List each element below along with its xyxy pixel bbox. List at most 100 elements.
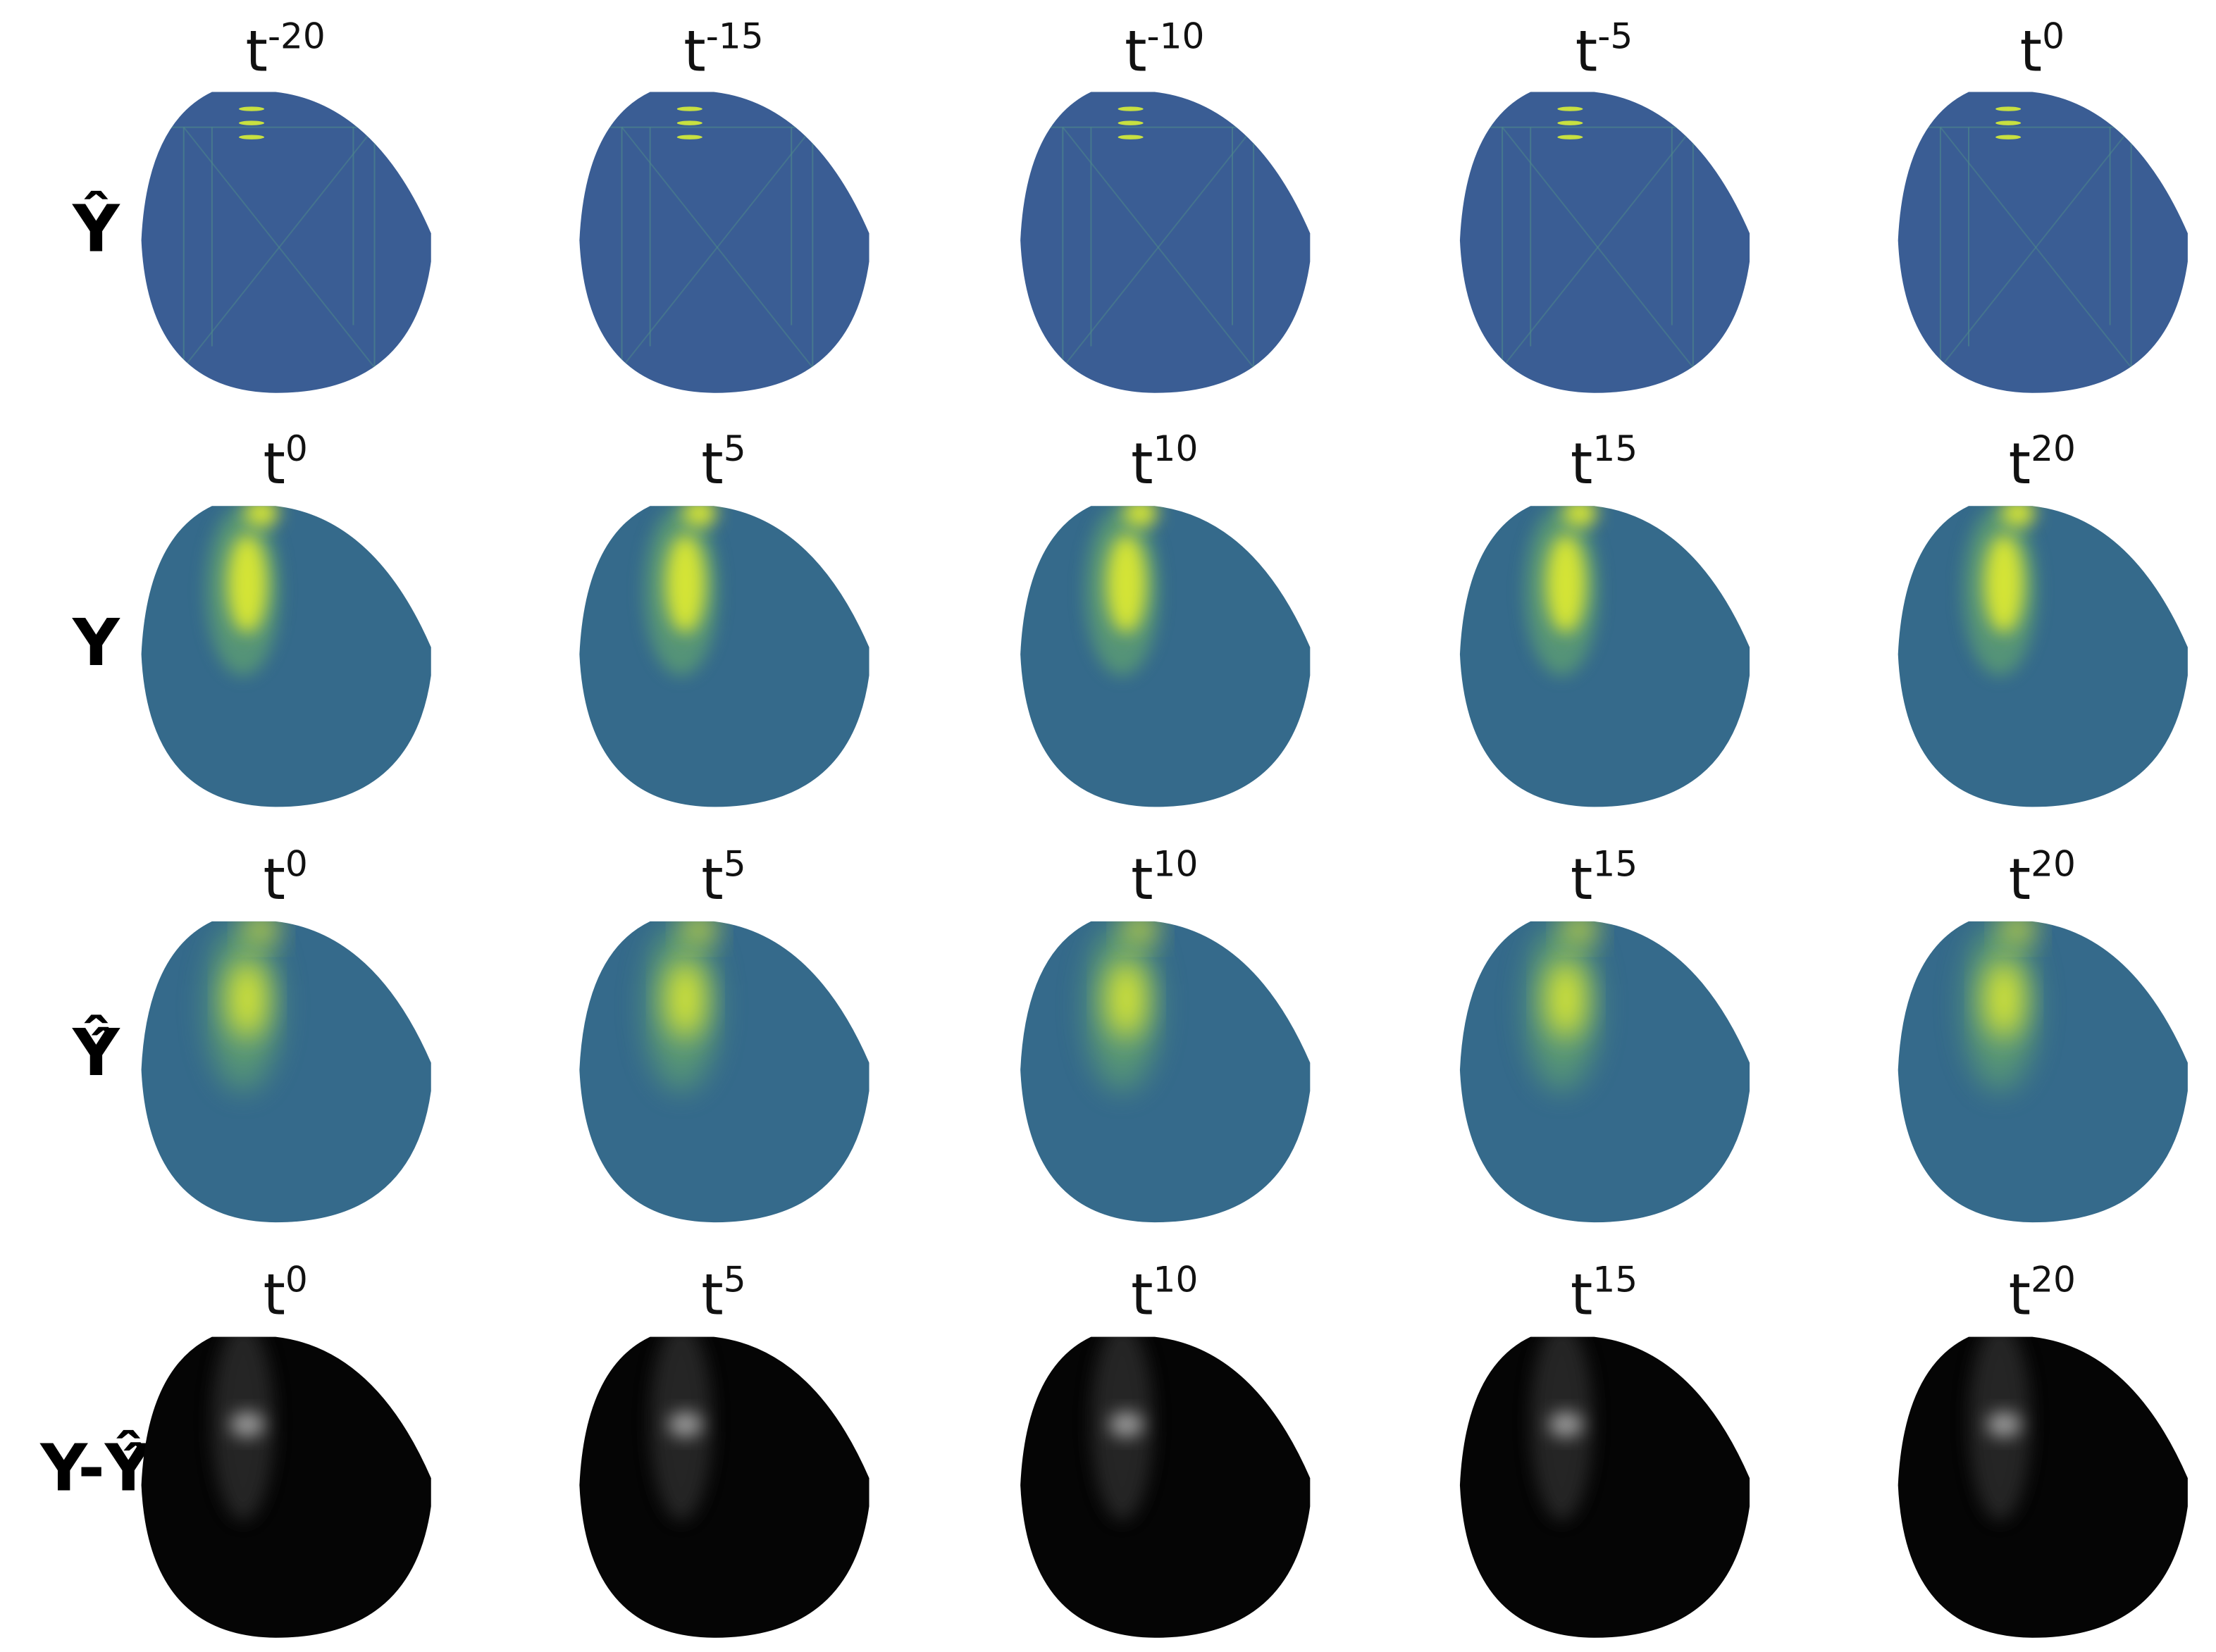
plume-top bbox=[682, 921, 717, 943]
plume-core bbox=[1546, 534, 1586, 633]
time-superscript: -5 bbox=[1597, 15, 1633, 56]
artifact-spot bbox=[676, 106, 702, 111]
panel-image bbox=[141, 921, 431, 1223]
blob bbox=[1020, 1336, 1311, 1638]
time-superscript: 0 bbox=[2042, 15, 2065, 56]
blob-detail bbox=[1962, 506, 2037, 676]
blob-detail bbox=[644, 921, 718, 1091]
time-label: t-20 bbox=[245, 15, 325, 84]
time-base: t bbox=[683, 18, 705, 84]
artifact-spot bbox=[1995, 135, 2022, 139]
time-superscript: 0 bbox=[285, 843, 308, 885]
blob bbox=[1898, 506, 2188, 807]
row-label: Y-Ŷ̂ bbox=[39, 1429, 153, 1506]
time-label: t-15 bbox=[683, 15, 763, 84]
artifact-spot bbox=[238, 135, 265, 139]
plume-core bbox=[1106, 534, 1146, 633]
time-superscript: -10 bbox=[1147, 15, 1205, 56]
blob bbox=[141, 506, 431, 807]
residual-spot bbox=[1549, 1411, 1583, 1437]
plume-top bbox=[682, 506, 717, 528]
panel-image bbox=[1898, 92, 2188, 393]
artifact-spot bbox=[1995, 120, 2022, 125]
time-superscript: 0 bbox=[285, 1258, 308, 1300]
blob bbox=[141, 921, 431, 1223]
panel-image bbox=[579, 92, 869, 393]
time-superscript: -15 bbox=[706, 15, 764, 56]
time-label: t10 bbox=[1131, 1258, 1198, 1327]
plume-core bbox=[665, 959, 705, 1039]
artifact-line bbox=[1502, 127, 1694, 368]
blob-detail bbox=[141, 106, 431, 368]
blob-detail bbox=[579, 106, 869, 368]
artifact-spot bbox=[238, 120, 265, 125]
row-label: Ŷ̂ bbox=[72, 1014, 120, 1091]
residual-spot bbox=[1109, 1411, 1144, 1437]
blob bbox=[1898, 921, 2188, 1223]
blob bbox=[1898, 92, 2188, 393]
plume-core bbox=[227, 534, 268, 633]
time-superscript: 5 bbox=[724, 843, 746, 885]
residual-spot bbox=[1987, 1411, 2022, 1437]
time-label: t15 bbox=[1571, 843, 1638, 912]
time-superscript: 10 bbox=[1153, 1258, 1199, 1300]
panel-image bbox=[1459, 506, 1750, 807]
time-superscript: 20 bbox=[2031, 843, 2076, 885]
time-superscript: 10 bbox=[1153, 843, 1199, 885]
plume-top bbox=[2001, 506, 2036, 528]
panel-image bbox=[1898, 921, 2188, 1223]
panel-image bbox=[1898, 1336, 2188, 1638]
time-base: t bbox=[263, 1262, 285, 1327]
blob-detail bbox=[1091, 1336, 1153, 1521]
blob bbox=[1020, 92, 1311, 393]
blob bbox=[579, 92, 869, 393]
blob bbox=[141, 92, 431, 393]
time-base: t bbox=[245, 18, 267, 84]
blob-detail bbox=[1530, 1336, 1593, 1521]
artifact-line bbox=[1062, 127, 1254, 368]
plume-core bbox=[227, 959, 268, 1039]
time-label: t0 bbox=[263, 428, 307, 497]
time-base: t bbox=[2009, 431, 2031, 497]
time-base: t bbox=[701, 847, 723, 912]
panel-image bbox=[1459, 92, 1750, 393]
panel-image bbox=[1020, 921, 1311, 1223]
time-label: t15 bbox=[1571, 428, 1638, 497]
panel-image bbox=[1898, 506, 2188, 807]
time-superscript: 10 bbox=[1153, 428, 1199, 469]
blob-detail bbox=[644, 506, 718, 676]
time-base: t bbox=[1125, 18, 1146, 84]
plume-core bbox=[1984, 959, 2024, 1039]
time-base: t bbox=[701, 431, 723, 497]
blob bbox=[1459, 506, 1750, 807]
blob-detail bbox=[1085, 506, 1159, 676]
time-base: t bbox=[1571, 431, 1592, 497]
artifact-spot bbox=[1557, 135, 1583, 139]
plume-core bbox=[1546, 959, 1586, 1039]
panel-image bbox=[1020, 506, 1311, 807]
time-label: t10 bbox=[1131, 428, 1198, 497]
time-label: t10 bbox=[1131, 843, 1198, 912]
blob-detail bbox=[1525, 921, 1599, 1091]
blob bbox=[1459, 92, 1750, 393]
time-superscript: 0 bbox=[285, 428, 308, 469]
panel-image bbox=[1020, 1336, 1311, 1638]
time-base: t bbox=[2020, 18, 2042, 84]
time-base: t bbox=[1571, 847, 1592, 912]
time-label: t5 bbox=[701, 428, 745, 497]
blob bbox=[1459, 921, 1750, 1223]
blob-detail bbox=[1525, 506, 1599, 676]
time-superscript: 20 bbox=[2031, 428, 2076, 469]
plume-top bbox=[2001, 921, 2036, 943]
time-superscript: 15 bbox=[1592, 843, 1638, 885]
time-base: t bbox=[2009, 847, 2031, 912]
blob-detail bbox=[1020, 106, 1311, 368]
time-label: t0 bbox=[263, 843, 307, 912]
time-label: t0 bbox=[263, 1258, 307, 1327]
blob-detail bbox=[206, 506, 280, 676]
artifact-spot bbox=[1118, 120, 1144, 125]
residual-spot bbox=[230, 1411, 265, 1437]
blob bbox=[1459, 1336, 1750, 1638]
blob bbox=[1020, 921, 1311, 1223]
